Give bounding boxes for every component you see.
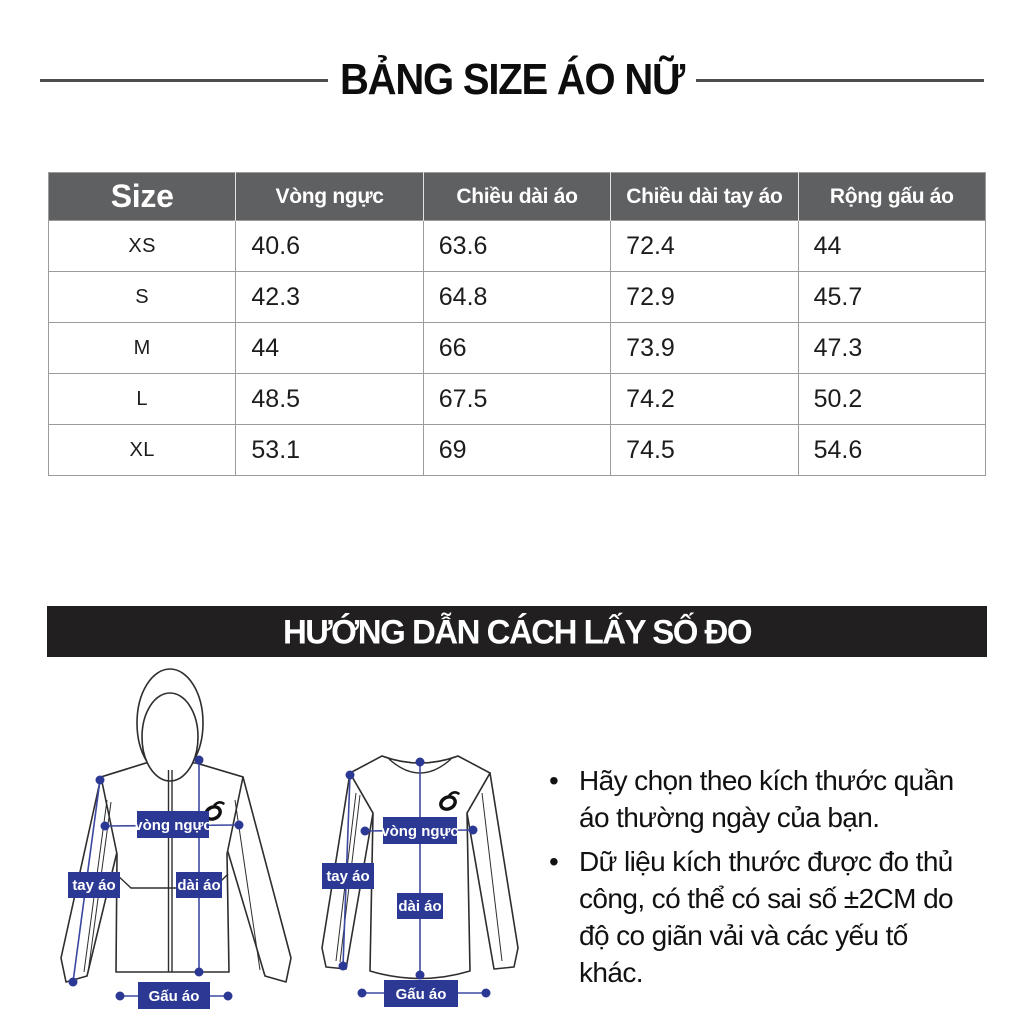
sleeve-length-value: 72.4 bbox=[610, 220, 799, 272]
page-title: BẢNG SIZE ÁO NỮ bbox=[339, 56, 685, 104]
hood-inner-outline bbox=[141, 692, 199, 782]
shirt-length-value: 63.6 bbox=[422, 220, 612, 272]
size-table-header: Size Vòng ngực Chiều dài áo Chiều dài ta… bbox=[47, 172, 986, 221]
size-label: M bbox=[47, 322, 237, 374]
measure-dot bbox=[100, 821, 110, 831]
header-row: Size Vòng ngực Chiều dài áo Chiều dài ta… bbox=[47, 172, 986, 221]
chest-label: vòng ngực bbox=[381, 823, 459, 840]
col-header-chest: Vòng ngực bbox=[235, 172, 424, 221]
length-label-box bbox=[176, 872, 222, 898]
measure-dot bbox=[194, 755, 204, 765]
chest-label-box bbox=[137, 811, 209, 838]
shirt-length-value: 66 bbox=[422, 322, 612, 374]
measure-dot bbox=[234, 820, 244, 830]
measure-dot bbox=[194, 967, 204, 977]
shirt-length-value: 64.8 bbox=[422, 271, 612, 323]
size-label: XL bbox=[47, 424, 237, 476]
measure-notes-list: Hãy chọn theo kích thước quần áo thường … bbox=[543, 762, 977, 998]
sleeve-label-box bbox=[322, 863, 374, 889]
table-row-l: L 48.5 67.5 74.2 50.2 bbox=[47, 373, 987, 425]
measure-dot bbox=[481, 988, 491, 998]
hem-label-box bbox=[384, 980, 458, 1007]
sleeve-length-value: 74.2 bbox=[610, 373, 799, 425]
sleeve-label: tay áo bbox=[72, 877, 115, 894]
hem-width-value: 50.2 bbox=[797, 373, 987, 425]
measure-dot bbox=[357, 988, 367, 998]
chest-value: 53.1 bbox=[235, 424, 424, 476]
shirt-measure-diagram: vòng ngực tay áo dài áo Gấu áo bbox=[321, 755, 519, 1007]
col-header-sleeve-length: Chiều dài tay áo bbox=[610, 172, 799, 221]
size-label: L bbox=[47, 373, 237, 425]
measure-dot bbox=[68, 977, 78, 987]
sleeve-length-value: 74.5 bbox=[610, 424, 799, 476]
table-row-xs: XS 40.6 63.6 72.4 44 bbox=[47, 220, 987, 272]
length-label: dài áo bbox=[398, 898, 441, 915]
sleeve-length-value: 72.9 bbox=[610, 271, 799, 323]
chest-value: 44 bbox=[235, 322, 424, 374]
hem-width-value: 45.7 bbox=[797, 271, 987, 323]
hoodie-measure-diagram: vòng ngực tay áo dài áo Gấu áo bbox=[60, 668, 292, 1009]
sleeve-label-box bbox=[68, 872, 120, 898]
chest-value: 48.5 bbox=[235, 373, 424, 425]
measure-dot bbox=[468, 825, 478, 835]
measure-dot bbox=[345, 770, 355, 780]
chest-value: 40.6 bbox=[235, 220, 424, 272]
shirt-right-sleeve bbox=[466, 772, 519, 970]
hem-label: Gấu áo bbox=[396, 986, 447, 1003]
hem-label-box bbox=[138, 982, 210, 1009]
brand-logo-icon bbox=[439, 791, 460, 811]
measure-dot bbox=[95, 775, 105, 785]
measure-dot bbox=[223, 991, 233, 1001]
size-label: XS bbox=[47, 220, 237, 272]
col-header-hem-width: Rộng gấu áo bbox=[797, 172, 986, 221]
shirt-length-value: 69 bbox=[422, 424, 612, 476]
right-sleeve-seam bbox=[481, 792, 503, 962]
page-header: BẢNG SIZE ÁO NỮ bbox=[0, 56, 1024, 104]
measure-dot bbox=[115, 991, 125, 1001]
measure-dot bbox=[415, 757, 425, 767]
length-label: dài áo bbox=[177, 877, 220, 894]
shirt-length-value: 67.5 bbox=[422, 373, 612, 425]
hem-width-value: 44 bbox=[797, 220, 987, 272]
col-header-size: Size bbox=[47, 172, 236, 221]
measure-dot bbox=[415, 970, 425, 980]
col-header-shirt-length: Chiều dài áo bbox=[422, 172, 611, 221]
measure-dot bbox=[338, 961, 348, 971]
guide-banner: HƯỚNG DẪN CÁCH LẤY SỐ ĐO bbox=[47, 606, 987, 657]
sleeve-label: tay áo bbox=[326, 868, 369, 885]
sleeve-length-value: 73.9 bbox=[610, 322, 799, 374]
note-item: Hãy chọn theo kích thước quần áo thường … bbox=[543, 762, 977, 836]
chest-label: vòng ngực bbox=[134, 817, 212, 834]
title-rule-left bbox=[39, 79, 328, 82]
note-text: Dữ liệu kích thước được đo thủ công, có … bbox=[579, 846, 954, 988]
note-item: Dữ liệu kích thước được đo thủ công, có … bbox=[543, 843, 977, 991]
table-row-xl: XL 53.1 69 74.5 54.6 bbox=[47, 424, 987, 476]
note-text: Hãy chọn theo kích thước quần áo thường … bbox=[579, 765, 954, 833]
guide-banner-title: HƯỚNG DẪN CÁCH LẤY SỐ ĐO bbox=[282, 611, 753, 651]
measure-dot bbox=[360, 826, 370, 836]
table-row-m: M 44 66 73.9 47.3 bbox=[47, 322, 987, 374]
chest-label-box bbox=[383, 817, 457, 844]
size-table-body: XS 40.6 63.6 72.4 44 S 42.3 64.8 72.9 45… bbox=[47, 220, 987, 476]
hem-width-value: 47.3 bbox=[797, 322, 987, 374]
length-label-box bbox=[397, 893, 443, 919]
size-table: Size Vòng ngực Chiều dài áo Chiều dài ta… bbox=[47, 172, 987, 476]
chest-value: 42.3 bbox=[235, 271, 424, 323]
size-label: S bbox=[47, 271, 237, 323]
table-row-s: S 42.3 64.8 72.9 45.7 bbox=[47, 271, 987, 323]
hem-width-value: 54.6 bbox=[797, 424, 987, 476]
hem-label: Gấu áo bbox=[149, 988, 200, 1005]
title-rule-right bbox=[696, 79, 985, 82]
